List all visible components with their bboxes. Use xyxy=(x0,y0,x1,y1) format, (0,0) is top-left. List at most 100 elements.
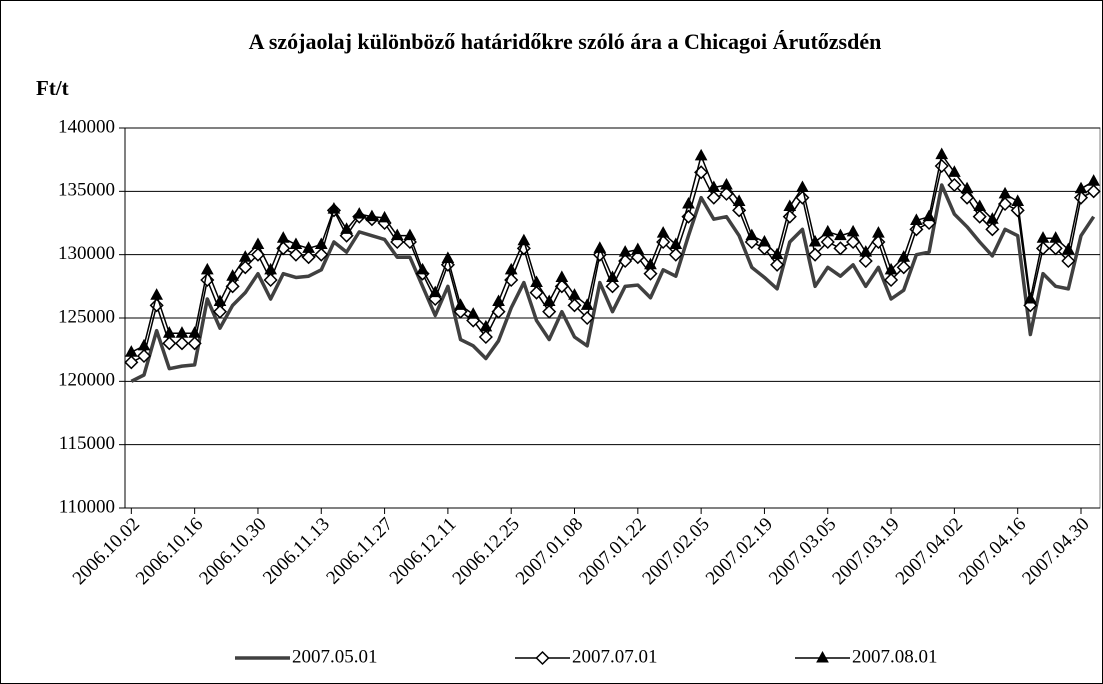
point-marker xyxy=(720,177,733,190)
point-marker xyxy=(187,336,202,351)
y-tick-label: 135000 xyxy=(58,180,115,201)
point-marker xyxy=(137,338,151,351)
point-marker xyxy=(124,345,138,357)
point-marker xyxy=(606,270,619,282)
point-marker xyxy=(529,285,544,300)
series-line xyxy=(130,183,1096,383)
point-marker xyxy=(340,222,353,234)
point-marker xyxy=(1087,174,1101,186)
point-marker xyxy=(478,329,493,345)
point-marker xyxy=(136,348,152,364)
point-marker xyxy=(998,186,1012,199)
point-marker xyxy=(263,272,278,288)
point-marker xyxy=(516,241,531,256)
point-marker xyxy=(922,209,936,222)
point-marker xyxy=(314,247,329,262)
point-marker xyxy=(896,260,911,275)
chart-title: A szójaolaj különböző határidőkre szóló … xyxy=(249,29,882,54)
y-tick-label: 140000 xyxy=(58,116,115,137)
point-marker xyxy=(428,285,442,298)
point-marker xyxy=(948,165,961,177)
point-marker xyxy=(1061,242,1075,255)
point-marker xyxy=(758,234,771,247)
point-marker xyxy=(782,209,797,224)
point-marker xyxy=(960,181,974,194)
point-marker xyxy=(288,247,304,262)
point-marker xyxy=(302,241,315,253)
y-tick-label: 125000 xyxy=(58,306,115,327)
point-marker xyxy=(238,250,252,262)
point-marker xyxy=(517,233,531,246)
point-marker xyxy=(365,209,379,222)
point-marker xyxy=(858,253,873,269)
point-marker xyxy=(1011,194,1025,206)
point-marker xyxy=(555,270,569,282)
point-marker xyxy=(1074,181,1088,194)
point-marker xyxy=(897,250,911,262)
point-marker xyxy=(174,336,190,351)
point-marker xyxy=(416,262,429,275)
point-marker xyxy=(580,298,594,310)
point-marker xyxy=(327,202,341,214)
point-marker xyxy=(656,234,671,250)
point-marker xyxy=(910,213,923,225)
point-marker xyxy=(682,196,695,209)
point-marker xyxy=(947,177,962,193)
series xyxy=(124,147,1101,357)
point-marker xyxy=(188,326,201,338)
point-marker xyxy=(884,272,899,288)
point-marker xyxy=(212,304,228,319)
point-marker xyxy=(816,650,829,663)
point-marker xyxy=(1086,184,1101,199)
point-marker xyxy=(732,203,747,218)
point-marker xyxy=(535,650,550,666)
point-marker xyxy=(820,234,835,250)
point-marker xyxy=(707,180,721,193)
point-marker xyxy=(732,194,746,206)
point-marker xyxy=(834,228,847,241)
point-marker xyxy=(289,237,303,250)
point-marker xyxy=(668,247,683,262)
point-marker xyxy=(226,269,239,281)
point-marker xyxy=(872,226,885,238)
point-marker xyxy=(238,260,253,275)
point-marker xyxy=(973,199,987,212)
point-marker xyxy=(1048,241,1063,256)
point-marker xyxy=(542,294,556,307)
point-marker xyxy=(833,241,848,256)
point-marker xyxy=(770,247,784,260)
point-marker xyxy=(770,257,785,272)
point-marker xyxy=(1061,253,1076,269)
point-marker xyxy=(352,207,366,219)
point-marker xyxy=(200,262,214,275)
y-tick-label: 130000 xyxy=(58,243,115,264)
point-marker xyxy=(150,288,164,300)
legend-label: 2007.07.01 xyxy=(572,646,658,667)
point-marker xyxy=(264,262,277,275)
point-marker xyxy=(745,228,759,241)
point-marker xyxy=(694,148,708,161)
point-marker xyxy=(656,226,670,238)
point-marker xyxy=(859,245,873,257)
point-marker xyxy=(605,279,620,294)
point-marker xyxy=(162,336,177,351)
point-marker xyxy=(567,298,582,313)
point-marker xyxy=(1036,231,1050,243)
point-marker xyxy=(719,186,734,201)
point-marker xyxy=(175,326,189,338)
y-tick-label: 120000 xyxy=(58,370,115,391)
point-marker xyxy=(1024,291,1037,304)
point-marker xyxy=(972,209,987,224)
point-marker xyxy=(213,294,227,307)
point-marker xyxy=(492,294,505,307)
point-marker xyxy=(884,262,898,275)
point-marker xyxy=(301,250,316,265)
point-marker xyxy=(593,241,607,253)
series xyxy=(130,183,1096,383)
point-marker xyxy=(504,262,518,275)
point-marker xyxy=(276,231,290,243)
point-marker xyxy=(986,212,999,224)
point-marker xyxy=(631,242,645,255)
point-marker xyxy=(1010,203,1025,218)
